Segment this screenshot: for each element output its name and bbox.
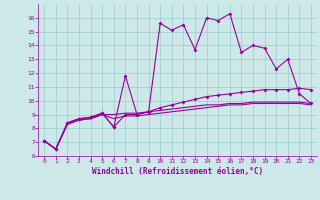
X-axis label: Windchill (Refroidissement éolien,°C): Windchill (Refroidissement éolien,°C) bbox=[92, 167, 263, 176]
